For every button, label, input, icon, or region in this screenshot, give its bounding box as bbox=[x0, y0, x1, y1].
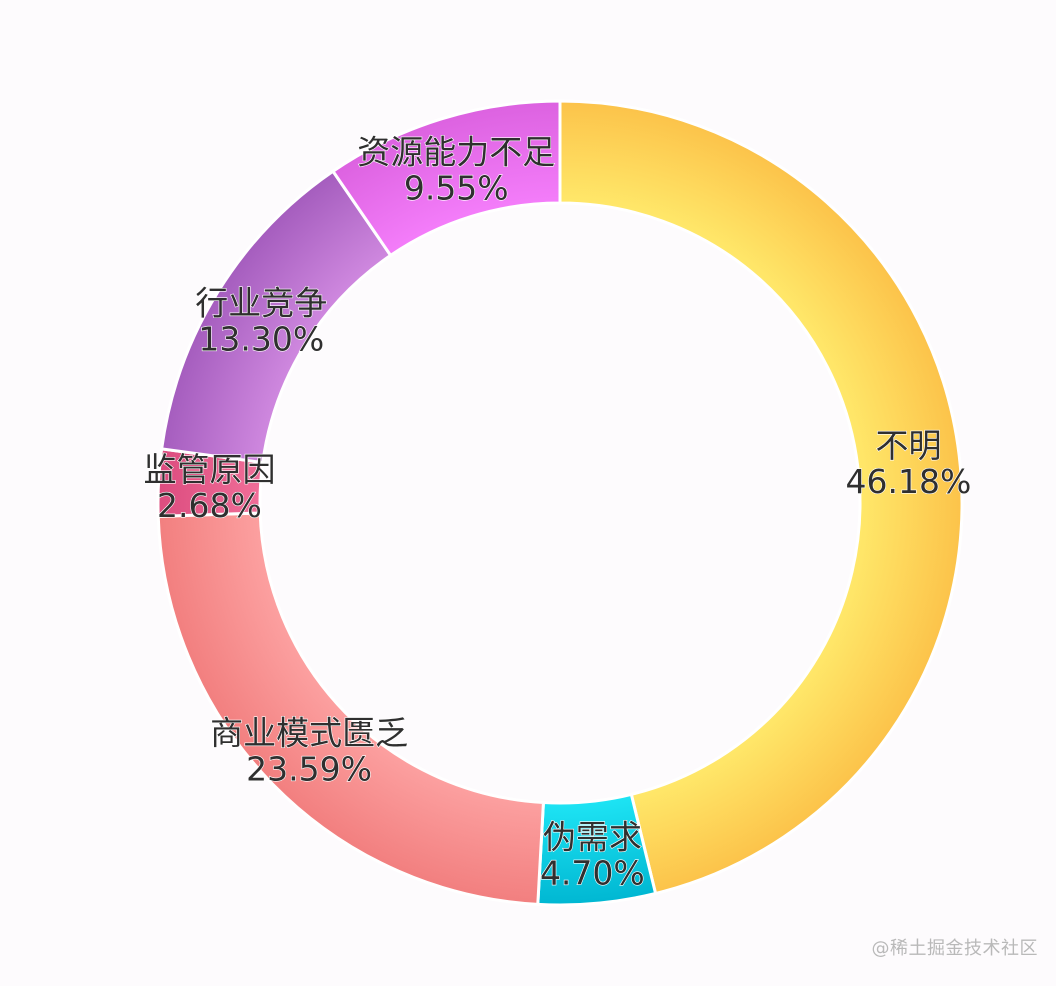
slices-layer bbox=[156, 99, 964, 907]
slice-5-percent: 9.55% bbox=[404, 169, 509, 208]
slice-0-wedge[interactable] bbox=[558, 99, 964, 896]
slice-3-label: 监管原因 2.68% bbox=[143, 450, 275, 525]
slice-0-percent: 46.18% bbox=[846, 462, 972, 501]
slice-2-label: 商业模式匮乏 23.59% bbox=[210, 713, 408, 788]
slice-1-percent: 4.70% bbox=[540, 854, 645, 893]
slice-2-category: 商业模式匮乏 bbox=[210, 713, 408, 752]
slice-5-category: 资源能力不足 bbox=[357, 133, 555, 172]
slice-1-label: 伪需求 4.70% bbox=[540, 818, 645, 893]
slice-2-wedge[interactable] bbox=[156, 511, 546, 906]
slice-1-category: 伪需求 bbox=[543, 818, 642, 857]
slice-2-percent: 23.59% bbox=[246, 749, 372, 788]
slice-0-category: 不明 bbox=[875, 426, 941, 465]
slice-3-percent: 2.68% bbox=[157, 486, 262, 525]
slice-3-category: 监管原因 bbox=[143, 450, 275, 489]
slice-5-label: 资源能力不足 9.55% bbox=[357, 133, 555, 208]
slice-4-category: 行业竞争 bbox=[195, 284, 327, 323]
slice-4-percent: 13.30% bbox=[198, 320, 324, 359]
slice-4-label: 行业竞争 13.30% bbox=[195, 284, 327, 359]
slice-5-wedge[interactable] bbox=[330, 99, 562, 258]
labels-layer: 不明 46.18% 伪需求 4.70% 商业模式匮乏 23.59% 监管原因 2.68% 行业竞… bbox=[143, 132, 972, 893]
slice-0-label: 不明 46.18% bbox=[846, 426, 972, 501]
watermark-text: @稀土掘金技术社区 bbox=[871, 938, 1038, 959]
